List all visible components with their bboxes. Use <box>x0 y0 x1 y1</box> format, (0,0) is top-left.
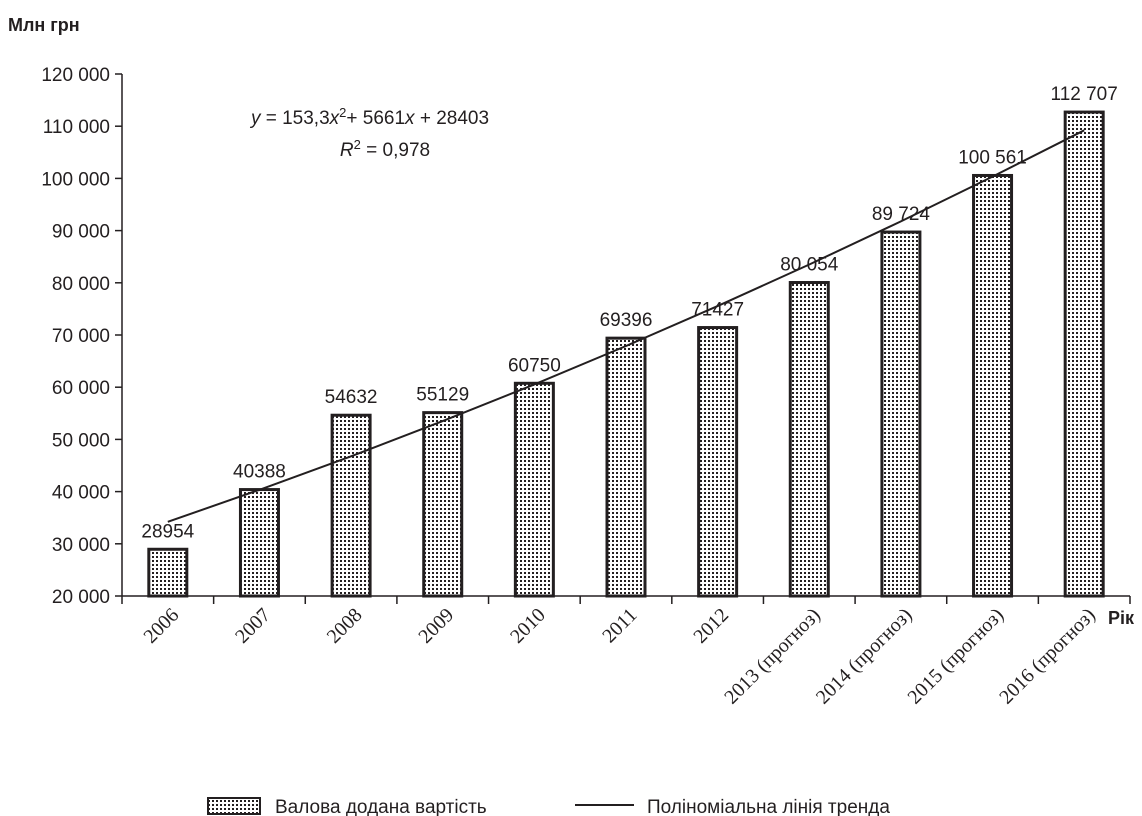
y-tick-label: 40 000 <box>52 483 110 504</box>
legend: Валова додана вартість Поліноміальна лін… <box>207 797 890 816</box>
r2-part: 2 <box>354 137 361 152</box>
bar-value-label: 60750 <box>508 355 561 376</box>
bar <box>972 173 1014 598</box>
x-tick-label: 2015 (прогноз) <box>904 604 1009 709</box>
trend-line <box>167 129 1085 523</box>
bar-value-label: 55129 <box>416 385 469 406</box>
trendline <box>167 129 1085 523</box>
bar-value-label: 71427 <box>691 300 744 321</box>
y-tick-label: 70 000 <box>52 326 110 347</box>
trend-r2-text: R2 = 0,978 <box>340 137 430 162</box>
bar-value-label: 28954 <box>141 521 194 542</box>
y-tick-label: 20 000 <box>52 587 110 608</box>
y-tick-label: 100 000 <box>41 169 110 190</box>
bar <box>238 488 280 598</box>
equation-part: + 28403 <box>415 108 490 129</box>
y-tick-label: 110 000 <box>43 117 110 138</box>
bar-series <box>147 110 1105 598</box>
x-tick-label: 2007 <box>231 604 275 648</box>
bar-value-label: 69396 <box>600 310 653 331</box>
x-tick-label: 2016 (прогноз) <box>995 604 1100 709</box>
r2-part: = 0,978 <box>361 140 430 161</box>
y-tick-label: 60 000 <box>52 378 110 399</box>
x-tick-label: 2011 <box>598 604 641 647</box>
x-axis-title: Рік <box>1108 608 1135 628</box>
y-axis-title: Млн грн <box>8 15 80 35</box>
x-tick-label: 2014 (прогноз) <box>812 604 917 709</box>
x-tick-label: 2006 <box>140 604 184 648</box>
bar <box>330 413 372 598</box>
bar-value-label: 112 707 <box>1051 84 1118 105</box>
equation-part: y <box>249 108 262 129</box>
bar <box>422 411 464 598</box>
bar <box>147 547 189 598</box>
bar-value-label: 89 724 <box>872 204 931 225</box>
bar-value-label: 54632 <box>325 387 378 408</box>
y-tick-label: 90 000 <box>52 222 110 243</box>
y-tick-label: 80 000 <box>52 274 110 295</box>
bar-value-label: 40388 <box>233 462 286 483</box>
x-tick-label: 2012 <box>689 604 733 648</box>
x-tick-label: 2009 <box>414 604 458 648</box>
equation-part: + 5661 <box>346 108 405 129</box>
bar <box>788 281 830 598</box>
y-tick-label: 30 000 <box>52 535 110 556</box>
equation-part: = 153,3 <box>260 108 329 129</box>
bar <box>1063 110 1105 598</box>
y-tick-label: 120 000 <box>41 65 110 86</box>
equation-part: x <box>329 108 341 129</box>
bar <box>513 381 555 598</box>
x-tick-label: 2013 (прогноз) <box>720 604 825 709</box>
bar-value-label: 100 561 <box>958 147 1027 168</box>
legend-bar-label: Валова додана вартість <box>275 797 487 816</box>
y-tick-label: 50 000 <box>52 430 110 451</box>
legend-trend-label: Поліноміальна лінія тренда <box>647 797 890 816</box>
r2-part: R <box>340 140 354 161</box>
x-tick-label: 2008 <box>323 604 367 648</box>
bar <box>697 326 739 598</box>
legend-bar-swatch <box>207 797 261 815</box>
trend-equation-text: y = 153,3x2+ 5661x + 28403 <box>249 105 489 130</box>
equation-part: 2 <box>339 105 346 120</box>
y-axis: 20 000 30 000 40 000 50 000 60 000 70 000 80 0… <box>41 65 123 608</box>
equation-part: x <box>404 108 416 129</box>
bar <box>605 336 647 598</box>
bar <box>880 230 922 598</box>
x-tick-label: 2010 <box>506 604 550 648</box>
